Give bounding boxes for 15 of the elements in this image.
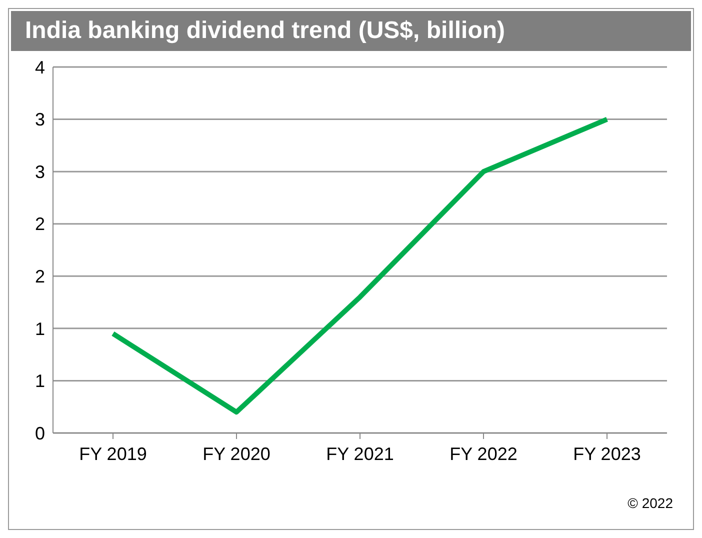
x-tick-label: FY 2019 (79, 444, 147, 464)
y-tick-label: 1 (34, 318, 45, 339)
y-tick-label: 0 (34, 423, 45, 444)
x-tick-label: FY 2021 (326, 444, 394, 464)
text: © 2022 (628, 495, 673, 511)
y-tick-label: 4 (34, 57, 45, 78)
x-tick-label: FY 2020 (202, 444, 270, 464)
chart-title: India banking dividend trend (US$, billion) (11, 11, 691, 51)
x-tick-label: FY 2022 (450, 444, 518, 464)
y-tick-label: 3 (34, 110, 45, 130)
y-tick-label: 1 (34, 371, 45, 392)
y-tick-label: 3 (34, 162, 45, 182)
y-tick-label: 2 (34, 214, 45, 234)
y-tick-label: 2 (34, 266, 45, 287)
x-tick-label: FY 2023 (573, 444, 641, 464)
